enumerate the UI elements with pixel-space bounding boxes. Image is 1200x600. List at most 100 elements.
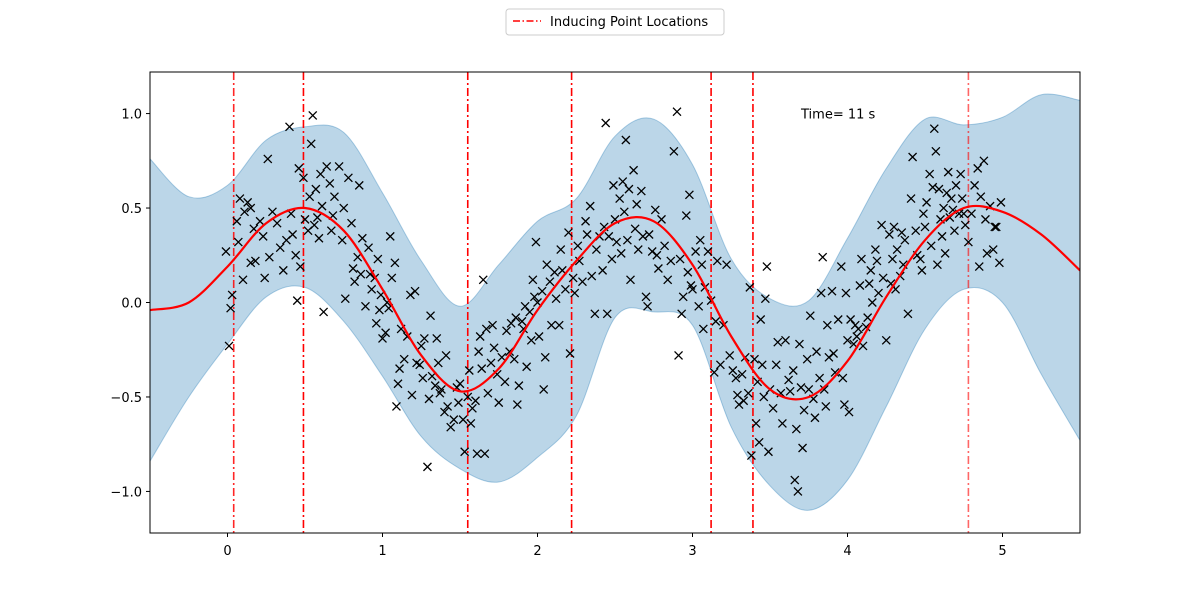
data-point-311 (878, 273, 888, 283)
data-point-185 (618, 177, 628, 187)
x-tick-label-3: 3 (688, 544, 696, 559)
data-point-193 (632, 199, 642, 209)
data-point-316 (889, 222, 899, 232)
data-point-253 (763, 447, 773, 457)
data-point-364 (982, 248, 992, 258)
data-point-167 (581, 216, 591, 226)
data-point-19 (267, 207, 277, 217)
x-tick-label-1: 1 (378, 544, 386, 559)
data-point-117 (475, 332, 485, 341)
data-point-49 (334, 162, 344, 171)
data-point-145 (531, 237, 541, 247)
data-point-184 (616, 248, 626, 258)
data-point-358 (970, 180, 980, 190)
data-point-350 (951, 180, 961, 190)
data-point-135 (512, 400, 522, 409)
x-tick-label-4: 4 (843, 544, 851, 559)
data-point-263 (788, 366, 798, 375)
data-point-332 (922, 197, 932, 207)
data-point-276 (812, 347, 821, 357)
data-point-330 (918, 209, 928, 219)
data-point-281 (821, 401, 831, 411)
data-point-61 (360, 301, 370, 311)
data-point-186 (619, 207, 629, 217)
data-point-244 (750, 354, 759, 364)
data-point-96 (432, 333, 442, 343)
legend-label-inducing: Inducing Point Locations (550, 15, 708, 30)
data-point-125 (489, 343, 499, 353)
data-point-294 (846, 315, 856, 324)
data-point-284 (827, 286, 837, 296)
data-point-264 (790, 475, 800, 485)
data-point-32 (300, 214, 310, 224)
data-point-165 (574, 256, 584, 266)
data-point-300 (856, 254, 866, 264)
data-point-115 (472, 449, 482, 459)
legend-frame (505, 8, 725, 36)
legend: Inducing Point Locations (505, 8, 725, 36)
data-point-262 (785, 386, 795, 396)
data-point-213 (678, 292, 688, 302)
data-point-210 (674, 350, 684, 360)
data-point-0 (221, 247, 231, 256)
data-point-162 (568, 273, 578, 283)
data-point-99 (436, 384, 446, 394)
data-point-180 (608, 180, 618, 190)
data-point-342 (939, 203, 949, 213)
data-point-89 (418, 373, 428, 383)
data-point-26 (288, 230, 298, 239)
data-point-336 (929, 124, 939, 134)
data-point-370 (996, 197, 1006, 207)
data-point-31 (298, 173, 308, 183)
data-point-335 (928, 182, 938, 192)
data-point-169 (585, 201, 595, 211)
data-point-292 (843, 335, 852, 345)
data-point-357 (967, 209, 976, 219)
data-point-112 (466, 418, 476, 428)
data-point-238 (737, 369, 747, 379)
plot-area: 0 1 2 3 4 5 −1.0 −0.5 0.0 0.5 1.0 (110, 71, 1081, 559)
data-point-107 (455, 379, 465, 389)
data-point-90 (419, 333, 429, 343)
data-point-2 (226, 303, 236, 313)
data-point-168 (582, 230, 592, 239)
data-point-43 (319, 307, 329, 317)
data-point-256 (771, 360, 781, 370)
data-point-308 (872, 256, 882, 266)
data-point-196 (638, 231, 648, 241)
data-point-267 (794, 339, 804, 349)
data-point-75 (387, 273, 397, 283)
data-point-287 (833, 315, 843, 324)
data-point-260 (781, 335, 790, 345)
data-point-288 (836, 262, 846, 272)
data-point-214 (681, 211, 691, 221)
data-point-229 (712, 256, 722, 266)
data-point-250 (759, 392, 769, 402)
data-point-366 (988, 245, 998, 255)
data-point-285 (829, 349, 839, 358)
x-tick-label-2: 2 (533, 544, 541, 559)
data-point-45 (325, 179, 335, 188)
data-point-15 (258, 231, 268, 241)
data-point-155 (551, 294, 561, 304)
y-tick-label-2: 0.0 (121, 297, 142, 312)
data-point-313 (884, 230, 894, 239)
data-point-280 (819, 384, 829, 394)
data-point-323 (903, 309, 913, 319)
y-tick-label-0: −1.0 (110, 485, 142, 500)
data-point-234 (728, 366, 738, 375)
data-point-129 (500, 377, 510, 387)
data-point-297 (852, 332, 862, 341)
data-point-204 (657, 214, 666, 224)
data-point-194 (633, 245, 643, 255)
data-point-233 (725, 350, 735, 360)
data-point-225 (703, 247, 713, 256)
data-point-42 (317, 201, 327, 211)
data-point-37 (309, 220, 319, 230)
data-point-343 (940, 248, 950, 258)
data-point-102 (443, 401, 453, 411)
data-point-329 (917, 265, 927, 275)
data-point-310 (877, 220, 887, 230)
data-point-302 (861, 322, 871, 332)
